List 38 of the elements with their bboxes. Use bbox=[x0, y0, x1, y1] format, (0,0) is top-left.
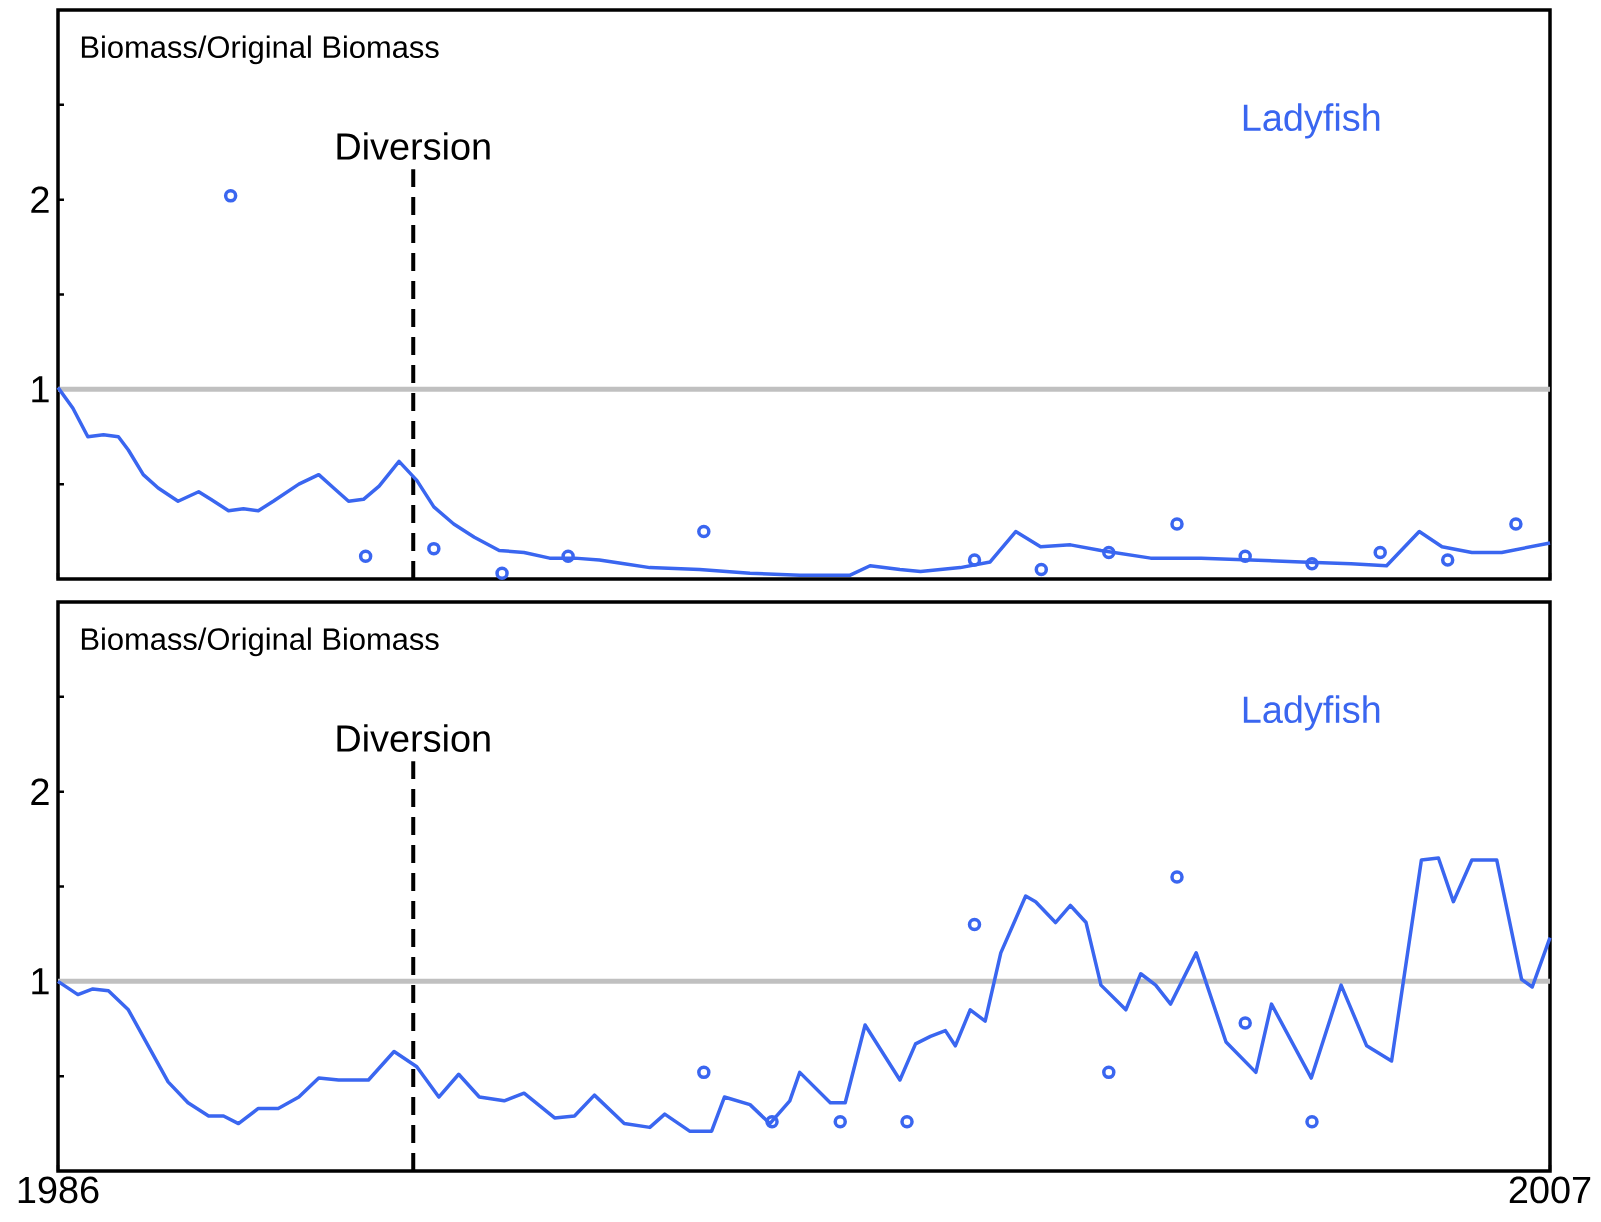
point bbox=[900, 1114, 914, 1129]
y-tick-label: 2 bbox=[31, 778, 49, 805]
text: Ladyfish bbox=[1243, 103, 1380, 139]
ref-line-label: Diversion bbox=[337, 132, 490, 160]
y-axis-title: Biomass/Original Biomass bbox=[81, 35, 439, 65]
point bbox=[358, 549, 373, 563]
x-tick-label: 2007 bbox=[1509, 1176, 1591, 1204]
point bbox=[697, 524, 711, 539]
point bbox=[223, 189, 238, 203]
point bbox=[967, 917, 982, 932]
line-series bbox=[56, 856, 1552, 1133]
line-series bbox=[56, 385, 1552, 577]
point bbox=[1238, 1016, 1252, 1030]
point bbox=[1305, 557, 1319, 571]
point bbox=[1034, 562, 1049, 577]
point bbox=[561, 549, 575, 563]
point bbox=[697, 1065, 711, 1080]
point bbox=[1170, 870, 1184, 884]
point bbox=[1440, 553, 1455, 567]
point bbox=[1305, 1114, 1319, 1129]
point bbox=[427, 541, 441, 556]
point bbox=[495, 566, 509, 581]
point bbox=[765, 1114, 779, 1129]
text: Ladyfish bbox=[1243, 695, 1380, 731]
y-tick-label: 1 bbox=[32, 968, 49, 995]
point bbox=[833, 1114, 847, 1129]
point bbox=[1238, 549, 1252, 563]
x-tick-label: 1986 bbox=[18, 1176, 99, 1204]
point bbox=[1170, 517, 1184, 531]
y-axis-title: Biomass/Original Biomass bbox=[81, 627, 439, 657]
point bbox=[1509, 517, 1523, 531]
point bbox=[967, 553, 982, 567]
point bbox=[1102, 545, 1116, 560]
y-tick-label: 1 bbox=[32, 376, 49, 403]
point bbox=[1373, 545, 1387, 560]
ref-line-label: Diversion bbox=[337, 724, 490, 752]
y-tick-label: 2 bbox=[31, 186, 49, 213]
point bbox=[1102, 1065, 1116, 1080]
